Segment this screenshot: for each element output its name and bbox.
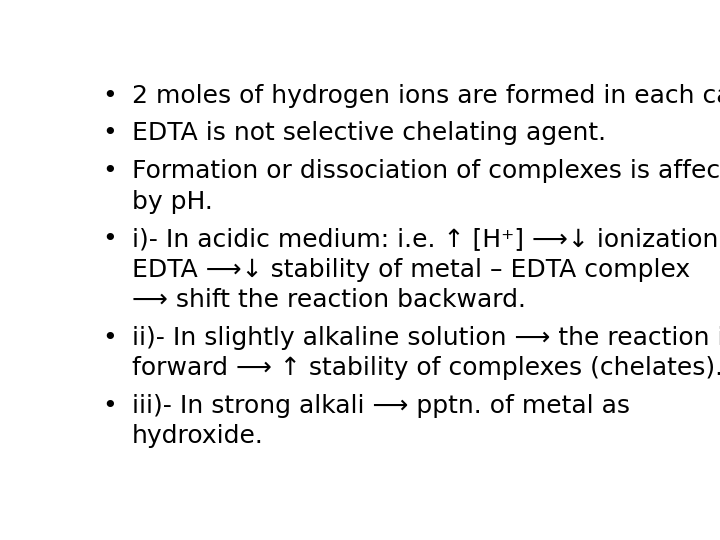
Text: •: •	[102, 227, 117, 252]
Text: •: •	[102, 122, 117, 145]
Text: iii)- In strong alkali ⟶ pptn. of metal as: iii)- In strong alkali ⟶ pptn. of metal …	[132, 394, 630, 418]
Text: •: •	[102, 159, 117, 183]
Text: ii)- In slightly alkaline solution ⟶ the reaction is: ii)- In slightly alkaline solution ⟶ the…	[132, 326, 720, 350]
Text: •: •	[102, 326, 117, 350]
Text: hydroxide.: hydroxide.	[132, 424, 264, 448]
Text: by pH.: by pH.	[132, 190, 212, 213]
Text: ⟶ shift the reaction backward.: ⟶ shift the reaction backward.	[132, 288, 526, 312]
Text: •: •	[102, 394, 117, 418]
Text: EDTA ⟶↓ stability of metal – EDTA complex: EDTA ⟶↓ stability of metal – EDTA comple…	[132, 258, 690, 282]
Text: i)- In acidic medium: i.e. ↑ [H⁺] ⟶↓ ionization of: i)- In acidic medium: i.e. ↑ [H⁺] ⟶↓ ion…	[132, 227, 720, 252]
Text: forward ⟶ ↑ stability of complexes (chelates).: forward ⟶ ↑ stability of complexes (chel…	[132, 356, 720, 380]
Text: Formation or dissociation of complexes is affected: Formation or dissociation of complexes i…	[132, 159, 720, 183]
Text: EDTA is not selective chelating agent.: EDTA is not selective chelating agent.	[132, 122, 606, 145]
Text: 2 moles of hydrogen ions are formed in each case.: 2 moles of hydrogen ions are formed in e…	[132, 84, 720, 107]
Text: •: •	[102, 84, 117, 107]
